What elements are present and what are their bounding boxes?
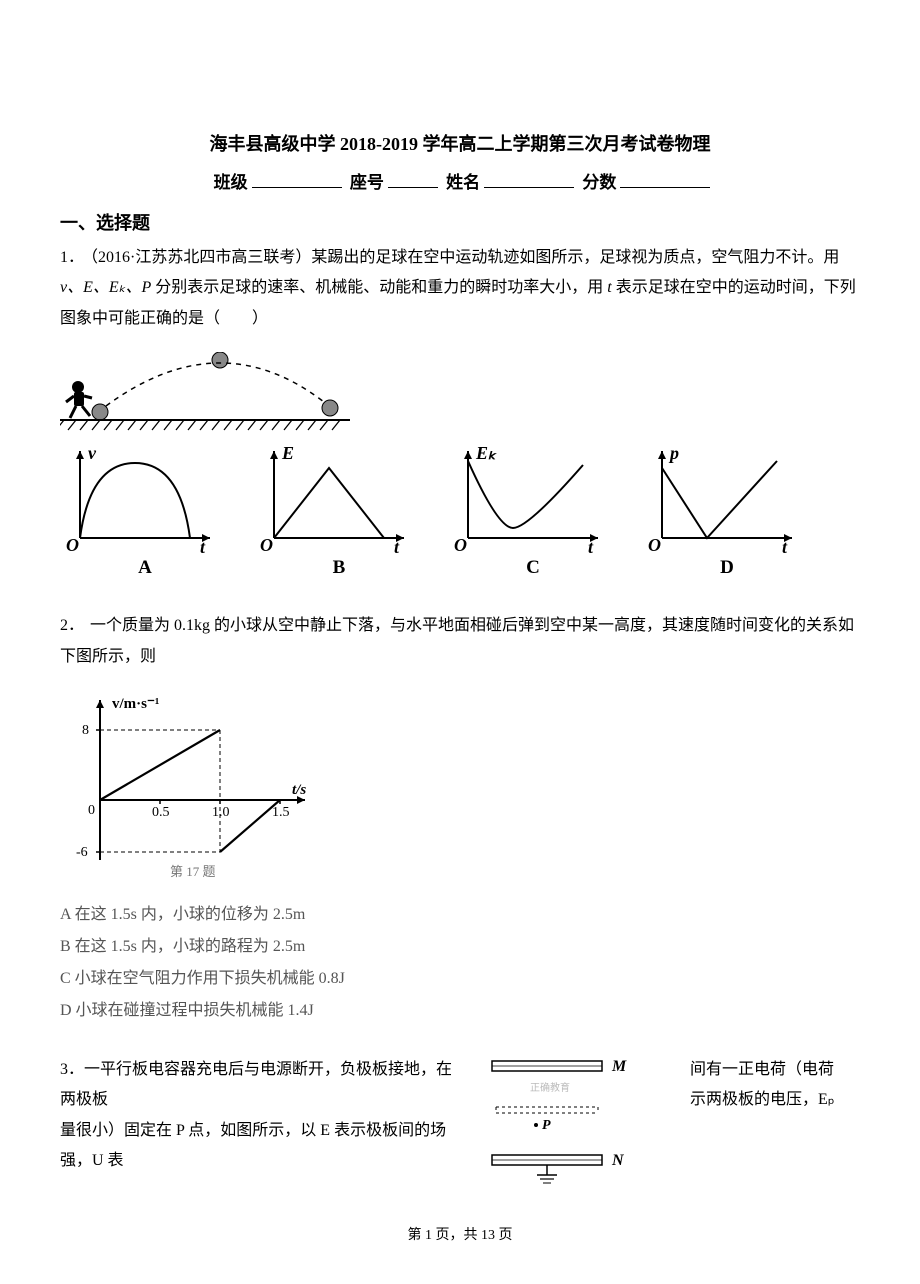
ball-start-icon [92, 404, 108, 420]
q3-figure: M 正确教育 P N [482, 1055, 672, 1194]
q2-ylabel: v/m·s⁻¹ [112, 696, 159, 712]
q2-choices: A 在这 1.5s 内，小球的位移为 2.5m B 在这 1.5s 内，小球的路… [60, 899, 860, 1027]
q2-choice-a: A 在这 1.5s 内，小球的位移为 2.5m [60, 899, 860, 931]
opt-c-curve [468, 461, 583, 528]
q2-xtick-05: 0.5 [152, 805, 170, 820]
q2-number: 2． [60, 617, 84, 634]
ball-end-icon [322, 400, 338, 416]
q3-line2-right: 示两极板的电压，Eₚ [690, 1085, 860, 1115]
score-blank[interactable] [620, 170, 710, 188]
opt-d-origin: O [648, 535, 661, 553]
opt-b-curve [274, 468, 384, 538]
q3-line2-left: 量很小）固定在 P 点，如图所示，以 E 表示极板间的场强，U 表 [60, 1116, 464, 1177]
footer-page-num: 1 [425, 1228, 432, 1243]
q2-graph-footnote: 第 17 题 [170, 864, 216, 879]
question-2: 2．一个质量为 0.1kg 的小球从空中静止下落，与水平地面相碰后弹到空中某一高… [60, 611, 860, 672]
footer-mid: 页，共 [436, 1228, 478, 1243]
q1-vars: v、E、Eₖ、P [60, 279, 151, 296]
q2-xlabel: t/s [292, 782, 306, 798]
point-p [534, 1123, 538, 1127]
q2-graph: v/m·s⁻¹ t/s 8 -6 0 0.5 1.0 1.5 第 17 题 [60, 690, 860, 885]
q2-ytick-8: 8 [82, 723, 89, 738]
score-label: 分数 [582, 173, 616, 192]
class-blank[interactable] [252, 170, 342, 188]
footer-left: 第 [408, 1228, 422, 1243]
q1-option-a: v t O A [60, 443, 230, 579]
opt-d-curve [662, 461, 777, 538]
q2-xtick-10: 1.0 [212, 805, 230, 820]
q1-text-mid: 分别表示足球的速率、机械能、动能和重力的瞬时功率大小，用 [151, 279, 607, 296]
q3-line1-left: 一平行板电容器充电后与电源断开，负极板接地，在两极板 [60, 1061, 452, 1108]
q2-seg1 [100, 730, 220, 800]
trajectory-path [106, 363, 324, 406]
ball-apex-icon [212, 352, 228, 368]
page-footer: 第 1 页，共 13 页 [60, 1224, 860, 1244]
q1-text-prefix: （2016·江苏苏北四市高三联考）某踢出的足球在空中运动轨迹如图所示，足球视为质… [90, 249, 839, 266]
q2-choice-d: D 小球在碰撞过程中损失机械能 1.4J [60, 995, 860, 1027]
exam-title: 海丰县高级中学 2018-2019 学年高二上学期第三次月考试卷物理 [60, 130, 860, 156]
opt-c-letter: C [448, 557, 618, 579]
opt-a-origin: O [66, 535, 79, 553]
q2-ytick-neg6: -6 [76, 845, 88, 860]
q2-text: 一个质量为 0.1kg 的小球从空中静止下落，与水平地面相碰后弹到空中某一高度，… [60, 617, 854, 664]
q1-option-d: p t O D [642, 443, 812, 579]
opt-d-ylabel: p [668, 443, 679, 463]
opt-a-ylabel: v [88, 443, 97, 463]
class-label: 班级 [214, 173, 248, 192]
seat-blank[interactable] [388, 170, 438, 188]
exam-header-line: 班级 座号 姓名 分数 [60, 168, 860, 193]
q3-number: 3． [60, 1061, 84, 1078]
question-3: 3．一平行板电容器充电后与电源断开，负极板接地，在两极板 量很小）固定在 P 点… [60, 1055, 860, 1194]
opt-d-letter: D [642, 557, 812, 579]
opt-a-letter: A [60, 557, 230, 579]
name-blank[interactable] [484, 170, 574, 188]
opt-b-letter: B [254, 557, 424, 579]
q1-option-b: E t O B [254, 443, 424, 579]
q2-choice-b: B 在这 1.5s 内，小球的路程为 2.5m [60, 931, 860, 963]
footer-page-total: 13 [481, 1228, 495, 1243]
question-1: 1． （2016·江苏苏北四市高三联考）某踢出的足球在空中运动轨迹如图所示，足球视… [60, 243, 860, 334]
section-1-heading: 一、选择题 [60, 209, 860, 235]
q3-line1-right: 间有一正电荷（电荷 [690, 1055, 860, 1085]
opt-c-origin: O [454, 535, 467, 553]
q2-origin-0: 0 [88, 803, 95, 818]
plate-m-label: M [611, 1059, 627, 1075]
opt-a-curve [80, 463, 190, 538]
opt-c-ylabel: Eₖ [475, 443, 497, 463]
q1-options-row: v t O A E t O B [60, 443, 860, 579]
q3-watermark: 正确教育 [530, 1081, 570, 1094]
ground-hatch [60, 420, 340, 430]
plate-n-label: N [611, 1152, 625, 1169]
footer-right: 页 [499, 1228, 513, 1243]
q1-number: 1． [60, 249, 84, 266]
opt-b-ylabel: E [281, 443, 294, 463]
q1-trajectory-figure [60, 352, 860, 437]
q2-xtick-15: 1.5 [272, 805, 290, 820]
point-p-label: P [542, 1118, 551, 1133]
q1-option-c: Eₖ t O C [448, 443, 618, 579]
opt-b-origin: O [260, 535, 273, 553]
q2-choice-c: C 小球在空气阻力作用下损失机械能 0.8J [60, 963, 860, 995]
name-label: 姓名 [446, 173, 480, 192]
kicker-icon [66, 381, 92, 418]
seat-label: 座号 [350, 173, 384, 192]
